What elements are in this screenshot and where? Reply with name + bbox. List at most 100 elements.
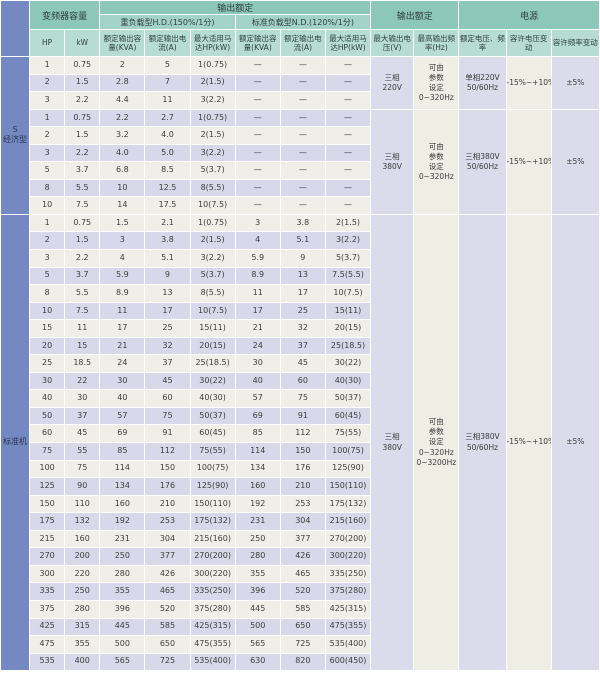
cell-nd-current: 9 [280, 250, 325, 267]
cell-hd-kva: 565 [100, 653, 145, 671]
cell-nd-kva: — [235, 144, 280, 162]
cell-kw: 3.7 [65, 162, 100, 179]
cell-hd-current: 7 [145, 74, 190, 92]
cell-nd-current: 25 [280, 302, 325, 320]
cell-hp: 150 [30, 495, 65, 513]
cell-hd-kva: 192 [100, 513, 145, 530]
header-col-rated-vf: 额定电压、频率 [459, 30, 506, 56]
cell-hd-kva: 1.5 [100, 214, 145, 232]
header-row-columns: HP kW 额定输出容量(KVA) 额定输出电流(A) 最大适用马达HP(kW)… [1, 30, 599, 56]
cell-hd-kva: 8.9 [100, 285, 145, 302]
cell-hd-kva: 69 [100, 425, 145, 443]
cell-voltage-fluctuation: -15%~+10% [506, 214, 551, 671]
cell-kw: 315 [65, 618, 100, 636]
cell-nd-current: 150 [280, 443, 325, 460]
cell-nd-kva: 57 [235, 390, 280, 407]
cell-nd-motor: 535(400) [325, 636, 371, 653]
table-row: 75 55 85 112 75(55) 114 150 100(75) [1, 443, 599, 460]
cell-hd-motor: 10(7.5) [190, 197, 235, 214]
cell-nd-motor: — [325, 179, 371, 197]
cell-nd-kva: — [235, 162, 280, 179]
table-row: 475 355 500 650 475(355) 565 725 535(400) [1, 636, 599, 653]
cell-nd-kva: 250 [235, 530, 280, 548]
cell-voltage-fluctuation: -15%~+10% [506, 109, 551, 214]
cell-hd-current: 725 [145, 653, 190, 671]
cell-hd-kva: 14 [100, 197, 145, 214]
table-row: 5 3.7 5.9 9 5(3.7) 8.9 13 7.5(5.5) [1, 267, 599, 285]
cell-hp: 375 [30, 600, 65, 618]
cell-nd-motor: 175(132) [325, 495, 371, 513]
header-row-duty: 重负载型H.D.(150%/1分) 标准负载型N.D.(120%/1分) [1, 15, 599, 29]
cell-hd-kva: 11 [100, 302, 145, 320]
cell-nd-current: 3.8 [280, 214, 325, 232]
cell-hd-motor: 5(3.7) [190, 267, 235, 285]
cell-kw: 1.5 [65, 74, 100, 92]
cell-nd-motor: — [325, 92, 371, 109]
table-row: 270 200 250 377 270(200) 280 426 300(220) [1, 548, 599, 565]
cell-max-output-voltage: 三相 380V [371, 214, 414, 671]
table-row: 3 2.2 4.4 11 3(2.2) — — — [1, 92, 599, 109]
cell-hd-motor: 335(250) [190, 583, 235, 600]
cell-hp: 5 [30, 267, 65, 285]
cell-nd-kva: 630 [235, 653, 280, 671]
cell-hd-kva: 396 [100, 600, 145, 618]
cell-hd-motor: 75(55) [190, 443, 235, 460]
cell-nd-kva: — [235, 197, 280, 214]
cell-hd-motor: 40(30) [190, 390, 235, 407]
cell-nd-current: 377 [280, 530, 325, 548]
cell-nd-current: 75 [280, 390, 325, 407]
cell-nd-motor: 5(3.7) [325, 250, 371, 267]
cell-kw: 11 [65, 320, 100, 337]
cell-hd-current: 150 [145, 460, 190, 478]
cell-kw: 160 [65, 530, 100, 548]
cell-nd-current: 725 [280, 636, 325, 653]
cell-hd-current: 2.7 [145, 109, 190, 127]
cell-hd-current: 17 [145, 302, 190, 320]
cell-nd-kva: 280 [235, 548, 280, 565]
cell-hd-current: 12.5 [145, 179, 190, 197]
table-row: 425 315 445 585 425(315) 500 650 475(355) [1, 618, 599, 636]
cell-hd-kva: 4 [100, 250, 145, 267]
cell-nd-current: 91 [280, 407, 325, 425]
cell-hd-motor: 375(280) [190, 600, 235, 618]
table-row: 50 37 57 75 50(37) 69 91 60(45) [1, 407, 599, 425]
cell-frequency-fluctuation: ±5% [551, 214, 599, 671]
cell-nd-current: 426 [280, 548, 325, 565]
cell-hd-current: 585 [145, 618, 190, 636]
cell-hd-kva: 355 [100, 583, 145, 600]
cell-nd-kva: 160 [235, 478, 280, 495]
cell-hd-motor: 50(37) [190, 407, 235, 425]
cell-nd-current: — [280, 57, 325, 74]
cell-hd-current: 520 [145, 600, 190, 618]
cell-kw: 400 [65, 653, 100, 671]
header-heavy-duty: 重负载型H.D.(150%/1分) [100, 15, 235, 29]
cell-hp: 5 [30, 162, 65, 179]
cell-nd-kva: 134 [235, 460, 280, 478]
cell-max-output-frequency: 可由 参数 设定 0~320Hz [414, 57, 459, 109]
cell-nd-kva: 445 [235, 600, 280, 618]
cell-hd-motor: 535(400) [190, 653, 235, 671]
cell-kw: 0.75 [65, 57, 100, 74]
cell-hd-kva: 114 [100, 460, 145, 478]
table-row: 10 7.5 11 17 10(7.5) 17 25 15(11) [1, 302, 599, 320]
cell-kw: 1.5 [65, 232, 100, 250]
cell-kw: 1.5 [65, 127, 100, 144]
cell-kw: 55 [65, 443, 100, 460]
cell-nd-current: 32 [280, 320, 325, 337]
cell-hd-current: 17.5 [145, 197, 190, 214]
cell-nd-motor: 25(18.5) [325, 337, 371, 355]
table-row: 3 2.2 4 5.1 3(2.2) 5.9 9 5(3.7) [1, 250, 599, 267]
cell-nd-motor: 475(355) [325, 618, 371, 636]
table-row: 2 1.5 3.2 4.0 2(1.5) — — — [1, 127, 599, 144]
cell-nd-current: — [280, 92, 325, 109]
cell-hd-kva: 2.8 [100, 74, 145, 92]
cell-hp: 3 [30, 144, 65, 162]
cell-nd-kva: 4 [235, 232, 280, 250]
header-col-voltage-fluct: 容许电压变动 [506, 30, 551, 56]
cell-hd-motor: 425(315) [190, 618, 235, 636]
cell-nd-motor: 40(30) [325, 372, 371, 390]
cell-kw: 280 [65, 600, 100, 618]
section-label: 标准机 [1, 214, 30, 671]
cell-kw: 2.2 [65, 250, 100, 267]
table-row: 标准机 1 0.75 1.5 2.1 1(0.75) 3 3.8 2(1.5) 三相 380V 可由… [1, 214, 599, 671]
